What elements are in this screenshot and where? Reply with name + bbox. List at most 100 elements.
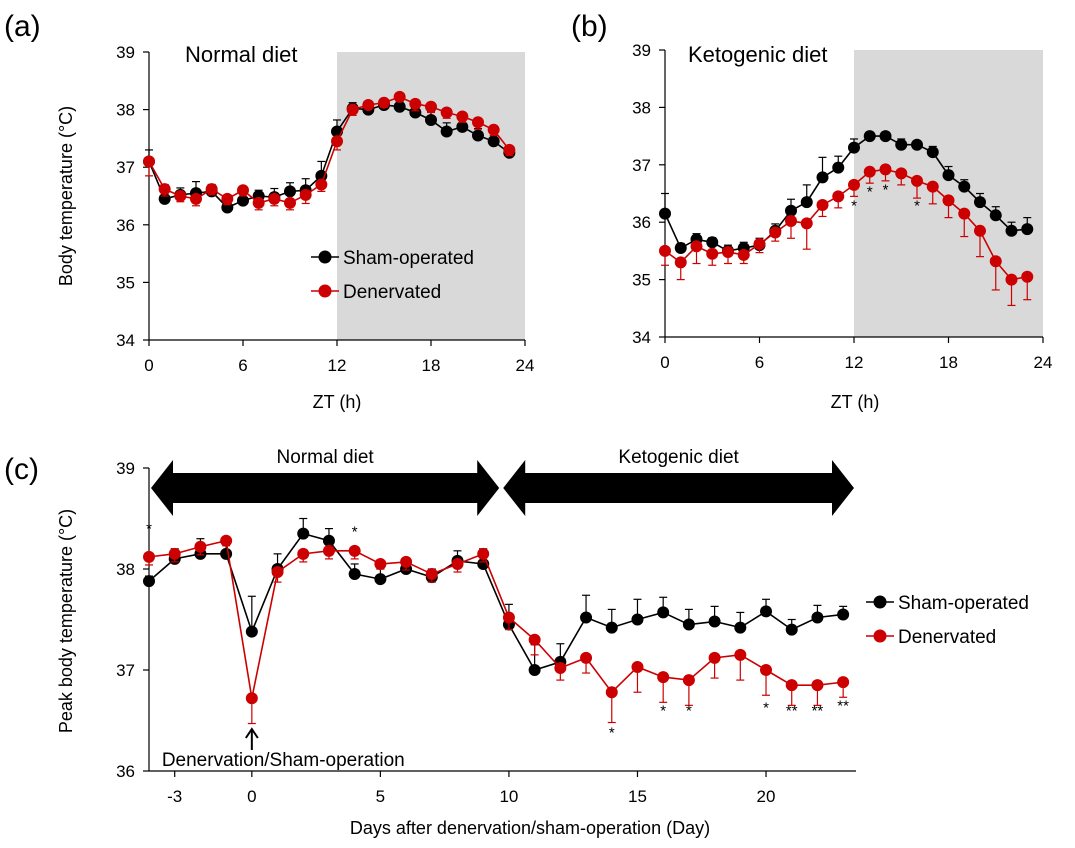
data-point: [477, 547, 490, 560]
event-label: Denervation/Sham-operation: [162, 750, 405, 771]
legend-marker: [873, 595, 887, 609]
data-point: [837, 676, 850, 689]
data-point: [722, 246, 734, 259]
data-point: [769, 226, 782, 239]
data-point: [168, 547, 181, 560]
x-tick-label: 0: [144, 356, 153, 375]
data-point: [174, 190, 187, 202]
significance-marker: *: [686, 702, 692, 719]
data-point: [271, 566, 284, 579]
data-point: [879, 163, 892, 176]
data-point: [322, 544, 335, 557]
data-point: [785, 204, 797, 217]
data-point: [220, 534, 233, 547]
data-point: [1021, 270, 1034, 283]
legend-marker: [318, 284, 332, 298]
y-tick-label: 38: [116, 101, 135, 120]
data-point: [528, 633, 541, 646]
x-tick-label: 5: [376, 787, 385, 806]
panel-title: Ketogenic diet: [688, 42, 827, 67]
data-point: [346, 103, 359, 116]
data-point: [926, 180, 939, 193]
data-point: [737, 248, 750, 261]
data-point: [657, 606, 670, 619]
data-point: [374, 573, 387, 586]
x-tick-label: 20: [757, 787, 776, 806]
x-tick-label: -3: [167, 787, 182, 806]
x-tick-label: 0: [247, 787, 256, 806]
data-point: [785, 215, 797, 228]
significance-marker: **: [812, 702, 824, 719]
y-tick-label: 36: [116, 216, 135, 235]
data-point: [440, 106, 453, 119]
data-point: [580, 651, 593, 664]
data-point: [143, 575, 155, 588]
data-point: [734, 648, 747, 661]
y-tick-label: 36: [116, 762, 135, 781]
x-tick-label: 24: [1034, 353, 1053, 372]
data-point: [785, 623, 798, 636]
data-point: [785, 679, 798, 692]
data-point: [400, 555, 413, 568]
data-point: [926, 146, 939, 159]
x-tick-label: 12: [328, 356, 347, 375]
data-point: [205, 183, 218, 196]
data-point: [879, 130, 892, 143]
data-point: [194, 540, 207, 553]
data-point: [220, 547, 233, 560]
data-point: [708, 615, 721, 628]
data-point: [451, 557, 464, 570]
data-point: [409, 97, 422, 110]
data-point: [1021, 223, 1034, 236]
data-point: [297, 547, 310, 560]
significance-marker: *: [914, 198, 920, 215]
significance-marker: *: [660, 702, 666, 719]
x-tick-label: 18: [422, 356, 441, 375]
x-tick-label: 12: [845, 353, 864, 372]
data-point: [942, 169, 955, 182]
x-tick-label: 18: [939, 353, 958, 372]
data-point: [580, 611, 593, 624]
data-point: [832, 161, 845, 174]
data-point: [659, 244, 671, 257]
significance-marker: *: [763, 699, 769, 716]
data-point: [832, 190, 845, 203]
series-denervated: [659, 163, 1034, 307]
data-point: [895, 138, 908, 151]
y-tick-label: 39: [632, 41, 651, 60]
panel-label: (c): [4, 453, 39, 486]
data-point: [374, 557, 387, 570]
data-point: [456, 120, 469, 133]
data-point: [659, 207, 671, 220]
x-tick-label: 10: [499, 787, 518, 806]
data-point: [863, 165, 876, 178]
data-point: [942, 194, 955, 207]
data-point: [393, 90, 406, 103]
data-point: [348, 568, 361, 581]
legend-label: Sham-operated: [343, 248, 474, 269]
y-axis-label: Peak body temperature (°C): [56, 509, 76, 733]
data-point: [706, 247, 719, 260]
data-point: [237, 184, 249, 197]
data-point: [863, 130, 876, 143]
data-point: [816, 171, 829, 184]
panel-title: Normal diet: [185, 42, 297, 67]
data-point: [348, 544, 361, 557]
data-point: [706, 236, 719, 249]
panel-label: (b): [571, 10, 608, 43]
diet-phase-label: Ketogenic diet: [618, 447, 739, 468]
data-point: [362, 98, 375, 111]
data-point: [393, 100, 406, 113]
y-tick-label: 39: [116, 459, 135, 478]
x-tick-label: 0: [660, 353, 669, 372]
y-tick-label: 37: [116, 661, 135, 680]
data-point: [811, 611, 824, 624]
data-point: [528, 664, 541, 676]
data-point: [895, 167, 908, 180]
data-point: [674, 256, 687, 269]
y-tick-label: 35: [632, 271, 651, 290]
series-denervated: [143, 534, 850, 725]
significance-marker: *: [146, 521, 152, 538]
significance-marker: *: [352, 524, 358, 541]
